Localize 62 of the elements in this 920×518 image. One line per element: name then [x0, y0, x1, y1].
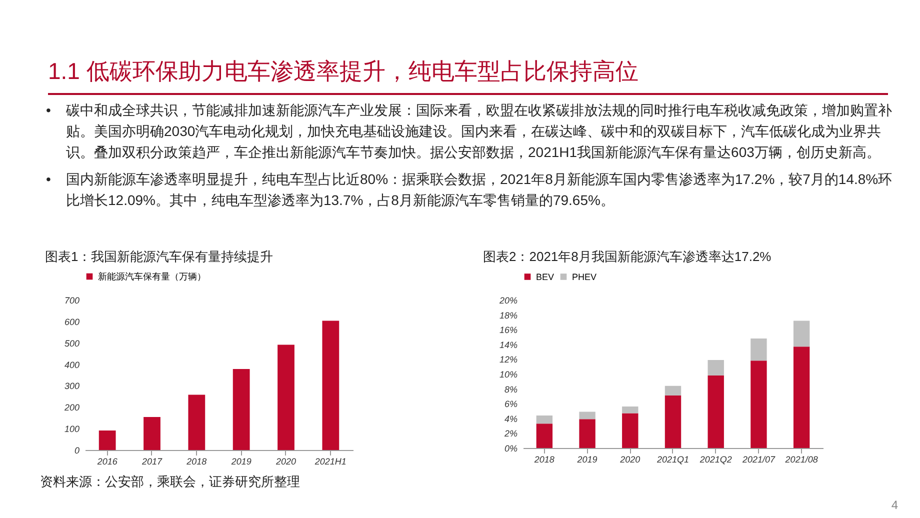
- x-tick-label: 2021/07: [741, 454, 776, 464]
- text: 1.1 低碳环保助力电车渗透率提升，纯电车型占比保持高位: [48, 56, 888, 95]
- bar: [536, 415, 553, 424]
- x-tick-label: 2020: [619, 454, 640, 464]
- x-tick-label: 2017: [140, 456, 163, 466]
- y-tick-label: 2%: [503, 428, 518, 439]
- y-tick-label: 18%: [499, 310, 518, 320]
- text: 资料来源：公安部，乘联会，证券研究所整理: [40, 473, 301, 491]
- bar: [708, 360, 724, 376]
- bar: [793, 346, 810, 448]
- bar: [664, 386, 682, 396]
- x-tick-label: 2021H1: [314, 456, 346, 466]
- y-tick-label: 14%: [499, 340, 518, 350]
- chart-title: 图表1：我国新能源汽车保有量持续提升: [45, 249, 274, 264]
- y-tick-label: 500: [64, 338, 80, 348]
- y-tick-label: 700: [64, 296, 80, 306]
- y-tick-label: 400: [64, 360, 80, 370]
- bar: [278, 344, 294, 450]
- bar: [232, 369, 250, 450]
- y-tick-label: 12%: [499, 354, 518, 365]
- bar: [579, 419, 596, 448]
- text: •国内新能源车渗透率明显提升，纯电车型占比近80%：据乘联会数据，2021年8月新能源车国内零售渗透率为17.2%，较7月的14.8%环比增长12.09%。其中，纯电车型渗透率为13.7%，占8月新能源汽车零售销量的79.65%。: [46, 170, 894, 210]
- bar: [622, 406, 638, 414]
- x-tick-label: 2021Q2: [698, 454, 732, 464]
- x-tick-label: 2021/08: [784, 454, 818, 464]
- y-tick-label: 8%: [504, 384, 518, 394]
- bar: [664, 395, 682, 448]
- bar: [579, 412, 596, 420]
- y-tick-label: 200: [63, 402, 80, 413]
- bar: [322, 320, 340, 450]
- bar: [144, 417, 160, 450]
- legend-label: 新能源汽车保有量（万辆）: [98, 272, 206, 282]
- x-tick-label: 2018: [186, 456, 207, 466]
- y-tick-label: 100: [64, 424, 80, 434]
- bar: [98, 430, 116, 450]
- x-tick-label: 2021Q1: [656, 454, 690, 464]
- y-tick-label: 6%: [504, 399, 518, 410]
- y-tick-label: 16%: [499, 325, 518, 336]
- y-tick-label: 0: [74, 446, 80, 456]
- text: 4: [891, 498, 898, 512]
- x-tick-label: 2020: [274, 456, 296, 466]
- bar: [188, 394, 206, 450]
- y-tick-label: 20%: [498, 296, 518, 306]
- bar: [750, 338, 767, 361]
- x-tick-label: 2019: [576, 454, 598, 464]
- legend-label: BEV: [536, 272, 554, 282]
- y-tick-label: 0%: [504, 444, 518, 454]
- x-tick-label: 2016: [96, 456, 118, 466]
- y-tick-label: 4%: [504, 414, 518, 424]
- bar: [793, 320, 810, 347]
- chart-title: 图表2：2021年8月我国新能源汽车渗透率达17.2%: [483, 249, 772, 264]
- x-tick-label: 2019: [230, 456, 252, 466]
- bar: [708, 375, 724, 448]
- legend-label: PHEV: [572, 272, 597, 282]
- bar: [622, 413, 638, 448]
- x-tick-label: 2018: [533, 454, 554, 464]
- y-tick-label: 600: [64, 316, 80, 327]
- text: •碳中和成全球共识，节能减排加速新能源汽车产业发展：国际来看，欧盟在收紧碳排放法规的同时推行电车税收减免政策，增加购置补贴。美国亦明确2030汽车电动化规划，加快充电基础设施建设。国内来看，在碳达峰、碳中和的双碳目标下，汽车低碳化成为业界共识。叠加双积分政策趋严，车企推出新能源汽车节奏加快。据公安部数据，2021H1我国新能源汽车保有量达603万辆，创历史新高。: [46, 101, 893, 162]
- y-tick-label: 300: [64, 381, 80, 392]
- bar: [536, 424, 553, 448]
- bar: [750, 360, 767, 448]
- y-tick-label: 10%: [499, 370, 518, 380]
